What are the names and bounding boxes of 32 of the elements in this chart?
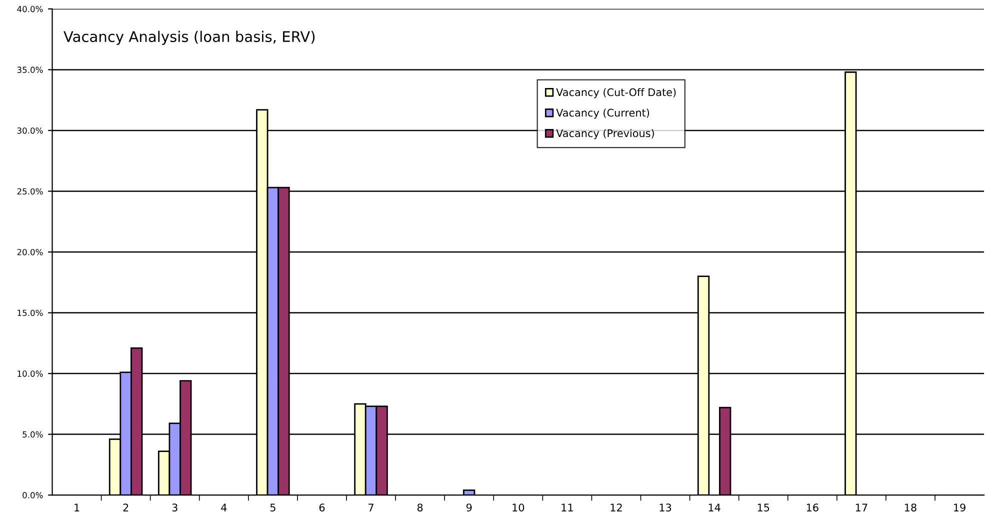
text: Vacancy Analysis (loan basis, ERV) <box>64 30 315 45</box>
x-tick-label: 6 <box>319 504 325 512</box>
y-tick-label: 0.0% <box>22 492 43 498</box>
x-tick-label: 2 <box>123 504 128 512</box>
y-tick-label: 10.0% <box>18 370 43 377</box>
x-tick-label: 16 <box>806 504 818 512</box>
y-tick-label: 25.0% <box>17 188 43 195</box>
y-tick-label: 20.0% <box>17 248 43 256</box>
x-tick-label: 3 <box>172 504 178 512</box>
x-tick-label: 13 <box>660 504 672 512</box>
x-tick-label: 15 <box>758 504 770 512</box>
x-tick-label: 19 <box>954 504 966 512</box>
x-tick-label: 17 <box>856 504 868 512</box>
y-tick-label: 15.0% <box>18 310 43 316</box>
y-tick-label: 5.0% <box>22 431 43 438</box>
y-tick-label: 35.0% <box>17 66 43 73</box>
y-tick-label: 40.0% <box>17 6 43 12</box>
x-tick-label: 18 <box>904 504 916 512</box>
x-tick-label: 12 <box>610 504 622 512</box>
x-tick-label: 9 <box>466 504 472 512</box>
x-tick-label: 8 <box>417 504 423 512</box>
x-tick-label: 7 <box>368 504 374 512</box>
x-tick-label: 11 <box>562 504 573 512</box>
x-tick-label: 1 <box>74 504 80 512</box>
legend-label: Vacancy (Current) <box>556 108 650 119</box>
y-tick-label: 30.0% <box>17 127 43 134</box>
x-tick-label: 5 <box>270 504 276 512</box>
x-tick-label: 4 <box>221 504 227 512</box>
legend-label: Vacancy (Cut-Off Date) <box>556 88 676 98</box>
x-tick-label: 14 <box>708 504 720 512</box>
x-tick-label: 10 <box>512 504 524 512</box>
legend-label: Vacancy (Previous) <box>556 129 654 140</box>
